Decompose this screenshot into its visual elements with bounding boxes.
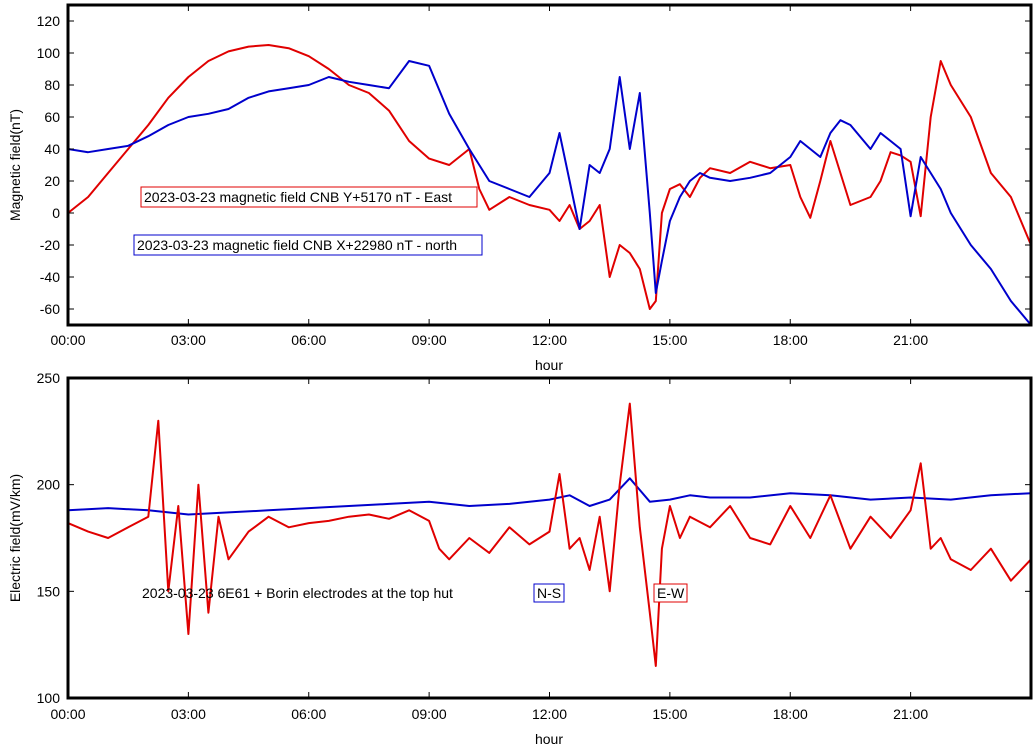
series-line-0-1 [67, 60, 1032, 326]
x-tick-label: 21:00 [893, 706, 928, 722]
x-tick-label: 15:00 [652, 706, 687, 722]
magnetic-field-chart: 00:00 03:00 06:00 09:00 12:00 15:00 18:00 21:00… [7, 3, 1033, 373]
legend-north-text: 2023-03-23 magnetic field CNB X+22980 nT… [137, 237, 457, 253]
y-tick-label: 40 [44, 141, 60, 157]
electric-ticks: 00:00 03:00 06:00 09:00 12:00 15:00 18:00 21:00… [37, 370, 1031, 722]
series-line-1-0 [67, 477, 1032, 516]
x-tick-label: 06:00 [291, 332, 326, 348]
legend-ew: E-W [653, 583, 688, 603]
electric-field-chart: 00:00 03:00 06:00 09:00 12:00 15:00 18:00 21:00… [7, 370, 1033, 747]
y-tick-label: 100 [37, 45, 61, 61]
magnetic-y-axis-label: Magnetic field(nT) [7, 109, 23, 221]
electric-x-axis-label: hour [535, 731, 563, 747]
y-tick-label: 200 [37, 477, 61, 493]
x-tick-label: 21:00 [893, 332, 928, 348]
y-tick-label: 120 [37, 13, 61, 29]
y-tick-label: 20 [44, 173, 60, 189]
legend-ew-box [653, 583, 688, 603]
x-tick-label: 06:00 [291, 706, 326, 722]
magnetic-ticks: 00:00 03:00 06:00 09:00 12:00 15:00 18:00 21:00… [37, 5, 1031, 348]
x-tick-label: 00:00 [50, 706, 85, 722]
x-tick-label: 12:00 [532, 706, 567, 722]
y-tick-label: 0 [52, 205, 60, 221]
y-tick-label: -60 [40, 301, 60, 317]
legend-ns-box [533, 583, 565, 603]
electric-series-layer [67, 402, 1032, 667]
magnetic-series-layer [67, 44, 1032, 326]
x-tick-label: 09:00 [412, 706, 447, 722]
legend-east-text: 2023-03-23 magnetic field CNB Y+5170 nT … [144, 189, 452, 205]
legend-north: 2023-03-23 magnetic field CNB X+22980 nT… [133, 234, 483, 256]
y-tick-label: 80 [44, 77, 60, 93]
x-tick-label: 12:00 [532, 332, 567, 348]
x-tick-label: 18:00 [773, 332, 808, 348]
x-tick-label: 09:00 [412, 332, 447, 348]
legend-north-box [133, 234, 483, 256]
x-tick-label: 00:00 [50, 332, 85, 348]
series-line-0-0 [67, 44, 1032, 310]
y-tick-label: -20 [40, 237, 60, 253]
x-tick-label: 15:00 [652, 332, 687, 348]
y-tick-label: 100 [37, 690, 61, 706]
legend-east: 2023-03-23 magnetic field CNB Y+5170 nT … [140, 186, 478, 208]
series-line-1-1 [67, 402, 1032, 667]
x-tick-label: 18:00 [773, 706, 808, 722]
x-tick-label: 03:00 [171, 706, 206, 722]
magnetic-x-axis-label: hour [535, 357, 563, 373]
legend-ns-text: N-S [537, 585, 561, 601]
y-tick-label: 150 [37, 583, 61, 599]
x-tick-label: 03:00 [171, 332, 206, 348]
legend-ns: N-S [533, 583, 565, 603]
electric-annotation: 2023-03-23 6E61 + Borin electrodes at th… [142, 585, 453, 601]
legend-east-box [140, 186, 478, 208]
y-tick-label: 60 [44, 109, 60, 125]
y-tick-label: 250 [37, 370, 61, 386]
electric-y-axis-label: Electric field(mV/km) [7, 474, 23, 602]
legend-ew-text: E-W [657, 585, 685, 601]
y-tick-label: -40 [40, 269, 60, 285]
